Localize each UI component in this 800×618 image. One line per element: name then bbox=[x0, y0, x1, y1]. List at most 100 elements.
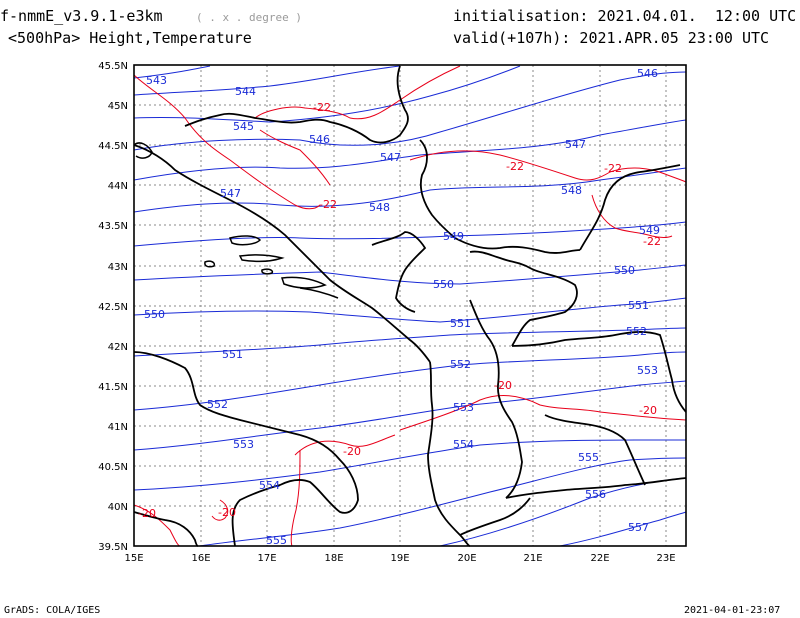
model-title: f-nmmE_v3.9.1-e3km bbox=[0, 7, 163, 25]
temperature-labels: -22 -22 -22 -22 -22 -20 -20 -20 -20 -20 bbox=[138, 101, 661, 520]
temp-contour-20d bbox=[133, 504, 181, 547]
height-contour-557 bbox=[559, 511, 687, 547]
temp-label: -22 bbox=[319, 198, 337, 211]
lat-label: 43.5N bbox=[98, 221, 128, 232]
height-label: 553 bbox=[233, 438, 254, 451]
height-contours bbox=[133, 65, 687, 547]
level-field-title: <500hPa> Height,Temperature bbox=[8, 29, 252, 47]
coastline-albania bbox=[427, 361, 471, 547]
lat-label: 40.5N bbox=[98, 462, 128, 473]
height-label: 552 bbox=[450, 358, 471, 371]
valid-time: valid(+107h): 2021.APR.05 23:00 UTC bbox=[453, 29, 770, 47]
lat-label: 40N bbox=[108, 502, 128, 513]
temp-contour-22b bbox=[254, 65, 461, 120]
lat-label: 41N bbox=[108, 422, 128, 433]
temp-label: -20 bbox=[138, 507, 156, 520]
height-label: 551 bbox=[450, 317, 471, 330]
map-frame bbox=[133, 64, 687, 547]
height-label: 548 bbox=[369, 201, 390, 214]
height-label: 549 bbox=[639, 224, 660, 237]
height-contour-553 bbox=[133, 380, 687, 451]
height-label: 551 bbox=[628, 299, 649, 312]
height-label: 550 bbox=[144, 308, 165, 321]
height-label: 553 bbox=[637, 364, 658, 377]
height-label: 551 bbox=[222, 348, 243, 361]
island-mljet bbox=[299, 287, 339, 299]
height-contour-555 bbox=[199, 457, 687, 547]
height-label: 543 bbox=[146, 74, 167, 87]
footer-credit: GrADS: COLA/IGES bbox=[4, 605, 101, 616]
temp-contour-20b bbox=[294, 434, 396, 456]
units-note: ( . x . degree ) bbox=[196, 11, 302, 24]
height-label: 547 bbox=[380, 151, 401, 164]
border-kosovo bbox=[469, 250, 578, 347]
temp-label: -20 bbox=[218, 506, 236, 519]
temp-contour-20e bbox=[211, 499, 229, 521]
border-greece-north bbox=[505, 477, 687, 499]
island-krk bbox=[133, 142, 153, 159]
height-label: 546 bbox=[637, 67, 658, 80]
height-contour-548 bbox=[133, 167, 687, 213]
island-korcula bbox=[280, 276, 327, 289]
border-north-east bbox=[579, 164, 681, 251]
height-contour-549 bbox=[133, 221, 687, 247]
border-serbia-nm bbox=[511, 331, 687, 413]
lon-label: 20E bbox=[457, 553, 476, 564]
lat-label: 42.5N bbox=[98, 302, 128, 313]
lon-label: 19E bbox=[390, 553, 409, 564]
height-contour-547 bbox=[133, 119, 687, 181]
island-lastovo bbox=[261, 268, 274, 275]
height-label: 547 bbox=[565, 138, 586, 151]
height-labels: 543 544 545 546 547 548 549 550 551 552 … bbox=[144, 67, 660, 547]
latitude-labels: 45.5N 45N 44.5N 44N 43.5N 43N 42.5N 42N … bbox=[98, 61, 128, 553]
border-albania-east bbox=[469, 299, 523, 499]
height-label: 554 bbox=[259, 479, 280, 492]
temp-label: -20 bbox=[639, 404, 657, 417]
height-contour-552 bbox=[133, 351, 687, 411]
temp-label: -20 bbox=[494, 379, 512, 392]
coastline-italy-gulf bbox=[231, 434, 359, 547]
map-grid bbox=[134, 65, 686, 546]
height-contour-556 bbox=[439, 477, 687, 547]
lat-label: 44N bbox=[108, 181, 128, 192]
footer-timestamp: 2021-04-01-23:07 bbox=[684, 605, 781, 616]
lat-label: 45N bbox=[108, 101, 128, 112]
island-vis bbox=[204, 260, 216, 268]
lat-label: 45.5N bbox=[98, 61, 128, 72]
height-label: 550 bbox=[614, 264, 635, 277]
lon-label: 15E bbox=[124, 553, 143, 564]
coastline-adriatic-east bbox=[184, 65, 409, 144]
lon-label: 18E bbox=[324, 553, 343, 564]
lat-label: 39.5N bbox=[98, 542, 128, 553]
height-label: 550 bbox=[433, 278, 454, 291]
height-contour-544 bbox=[133, 65, 401, 96]
height-label: 547 bbox=[220, 187, 241, 200]
lon-label: 21E bbox=[523, 553, 542, 564]
height-label: 545 bbox=[233, 120, 254, 133]
height-label: 552 bbox=[207, 398, 228, 411]
height-contour-546 bbox=[133, 71, 687, 151]
longitude-labels: 15E 16E 17E 18E 19E 20E 21E 22E 23E bbox=[124, 553, 675, 564]
height-contour-551 bbox=[133, 327, 687, 357]
height-contour-550 bbox=[133, 264, 687, 285]
height-contour-543 bbox=[133, 65, 211, 79]
island-brac bbox=[228, 235, 262, 246]
temp-label: -22 bbox=[313, 101, 331, 114]
lon-label: 22E bbox=[590, 553, 609, 564]
init-time: initialisation: 2021.04.01. 12:00 UTC bbox=[453, 7, 797, 25]
height-contour-550b bbox=[133, 297, 687, 323]
height-label: 556 bbox=[585, 488, 606, 501]
height-label: 555 bbox=[266, 534, 287, 547]
height-label: 546 bbox=[309, 133, 330, 146]
temp-label: -22 bbox=[506, 160, 524, 173]
lon-label: 17E bbox=[257, 553, 276, 564]
island-hvar bbox=[238, 254, 285, 263]
temp-label: -22 bbox=[643, 235, 661, 248]
islands bbox=[133, 142, 339, 299]
coastline-calabria bbox=[133, 511, 199, 547]
lat-label: 42N bbox=[108, 342, 128, 353]
coastline-italy-heel bbox=[133, 351, 301, 436]
temp-contour-20c bbox=[290, 449, 301, 547]
border-montenegro bbox=[371, 231, 427, 313]
